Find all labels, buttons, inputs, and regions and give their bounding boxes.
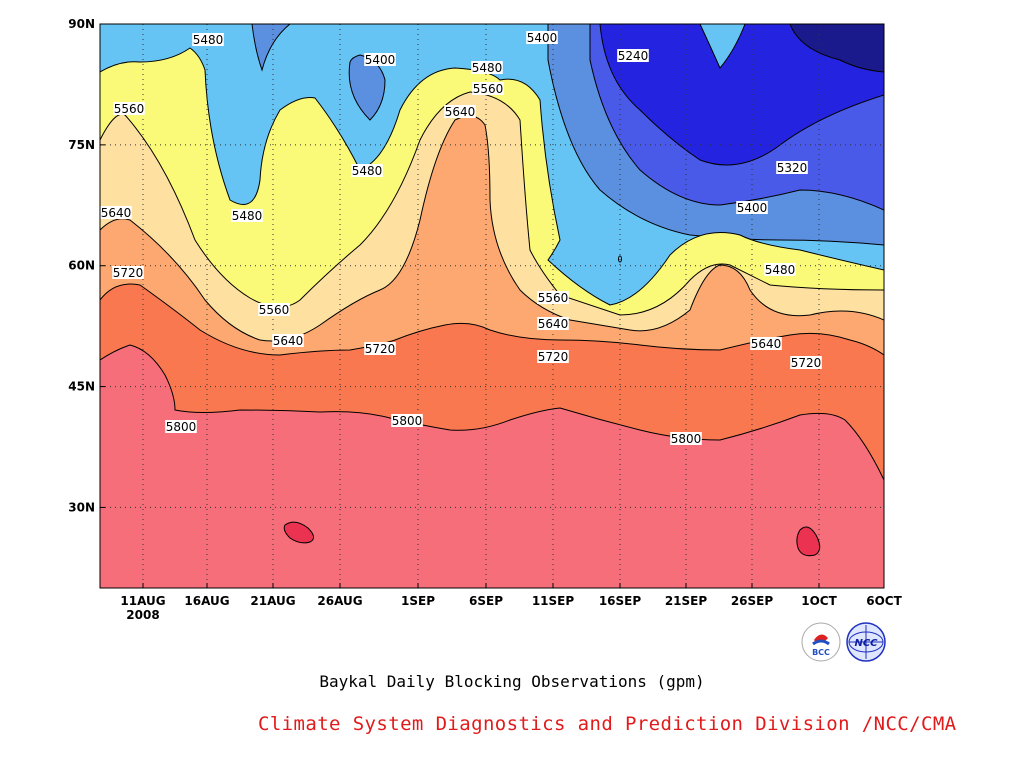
- contour-label: 5320: [776, 161, 808, 175]
- svg-text:5800: 5800: [671, 432, 702, 446]
- svg-text:5640: 5640: [273, 334, 304, 348]
- contour-label: 5640: [537, 317, 569, 331]
- svg-text:5400: 5400: [365, 53, 396, 67]
- x-tick-label: 21SEP: [665, 594, 708, 608]
- x-year-label: 2008: [126, 608, 159, 622]
- peak-blob-left: [283, 521, 314, 544]
- contour-labels: 5480 5400 5400 5480 5240 5560 5560 5640 5480 5480…: [100, 31, 822, 446]
- svg-text:5480: 5480: [765, 263, 796, 277]
- peak-blob-right: [796, 526, 821, 557]
- plot-frame: [99, 23, 885, 589]
- bcc-logo: BCC: [801, 622, 841, 662]
- contour-label: 5400: [526, 31, 558, 45]
- x-tick-label: 26AUG: [317, 594, 362, 608]
- svg-text:5640: 5640: [751, 337, 782, 351]
- band-5240-5320: [599, 24, 884, 166]
- svg-text:5720: 5720: [365, 342, 396, 356]
- svg-text:5320: 5320: [777, 161, 808, 175]
- svg-text:5480: 5480: [472, 61, 503, 75]
- contour-label: 5560: [113, 102, 145, 116]
- contour-label: 5480: [192, 33, 224, 47]
- svg-text:5720: 5720: [538, 350, 569, 364]
- svg-text:5800: 5800: [166, 420, 197, 434]
- contour-label: 5640: [750, 337, 782, 351]
- contour-label: 5800: [391, 414, 423, 428]
- contour-label: 5720: [112, 266, 144, 280]
- x-tick-label: 11SEP: [532, 594, 575, 608]
- grid-lines: [100, 24, 884, 588]
- y-tick-label: 75N: [68, 138, 95, 152]
- svg-text:5480: 5480: [193, 33, 224, 47]
- svg-text:5480: 5480: [232, 209, 263, 223]
- x-axis: 11AUG 16AUG 21AUG 26AUG 1SEP 6SEP 11SEP 16SEP 21…: [120, 583, 903, 622]
- contour-label: 5480: [471, 61, 503, 75]
- contour-label: 5400: [364, 53, 396, 67]
- x-tick-label: 1OCT: [801, 594, 837, 608]
- contour-label: 5720: [790, 356, 822, 370]
- contour-label: 5800: [165, 420, 197, 434]
- contour-plot-area: [100, 24, 884, 588]
- svg-text:5560: 5560: [538, 291, 569, 305]
- contour-label: 5400: [736, 201, 768, 215]
- bcc-logo-text: BCC: [812, 648, 830, 657]
- y-tick-label: 60N: [68, 259, 95, 273]
- x-tick-label: 26SEP: [731, 594, 774, 608]
- credit-text: Climate System Diagnostics and Predictio…: [258, 713, 957, 735]
- y-tick-label: 45N: [68, 380, 95, 394]
- contour-label: 5640: [272, 334, 304, 348]
- svg-text:5640: 5640: [538, 317, 569, 331]
- contour-label: 5480: [351, 164, 383, 178]
- contour-label: 5560: [472, 82, 504, 96]
- x-tick-label: 16SEP: [599, 594, 642, 608]
- svg-text:5720: 5720: [113, 266, 144, 280]
- svg-text:5560: 5560: [473, 82, 504, 96]
- contour-label: 5800: [670, 432, 702, 446]
- svg-text:5800: 5800: [392, 414, 423, 428]
- ncc-logo: NCC: [846, 622, 886, 662]
- contour-label: 5640: [100, 206, 132, 220]
- x-tick-label: 1SEP: [401, 594, 435, 608]
- band-below-5240: [789, 24, 884, 73]
- contour-label: 5560: [537, 291, 569, 305]
- ncc-logo-text: NCC: [854, 638, 878, 649]
- contour-label: 5720: [537, 350, 569, 364]
- blob-5400-top: [251, 24, 291, 72]
- x-tick-label: 6SEP: [469, 594, 503, 608]
- contour-label: 5240: [617, 49, 649, 63]
- svg-text:5640: 5640: [445, 105, 476, 119]
- chart-figure: 5480 5400 5400 5480 5240 5560 5560 5640 5480 5480…: [68, 17, 903, 622]
- svg-text:5400: 5400: [527, 31, 558, 45]
- contour-label: 5560: [258, 303, 290, 317]
- x-tick-label: 11AUG: [120, 594, 165, 608]
- y-axis: 30N 45N 60N 75N 90N: [68, 17, 105, 514]
- x-tick-label: 16AUG: [184, 594, 229, 608]
- x-tick-label: 21AUG: [250, 594, 295, 608]
- contour-label: 5640: [444, 105, 476, 119]
- svg-text:5240: 5240: [618, 49, 649, 63]
- speck: [618, 255, 622, 263]
- x-tick-label: 6OCT: [866, 594, 902, 608]
- blob-5400-mid: [348, 54, 386, 121]
- blob-5400-right: [699, 24, 746, 69]
- contour-label: 5480: [764, 263, 796, 277]
- y-tick-label: 30N: [68, 500, 95, 514]
- contour-label: 5480: [231, 209, 263, 223]
- svg-text:5400: 5400: [737, 201, 768, 215]
- svg-text:5720: 5720: [791, 356, 822, 370]
- chart-caption: Baykal Daily Blocking Observations (gpm): [319, 672, 705, 691]
- svg-text:5640: 5640: [101, 206, 132, 220]
- svg-text:5480: 5480: [352, 164, 383, 178]
- svg-text:5560: 5560: [114, 102, 145, 116]
- y-tick-label: 90N: [68, 17, 95, 31]
- contour-label: 5720: [364, 342, 396, 356]
- svg-text:5560: 5560: [259, 303, 290, 317]
